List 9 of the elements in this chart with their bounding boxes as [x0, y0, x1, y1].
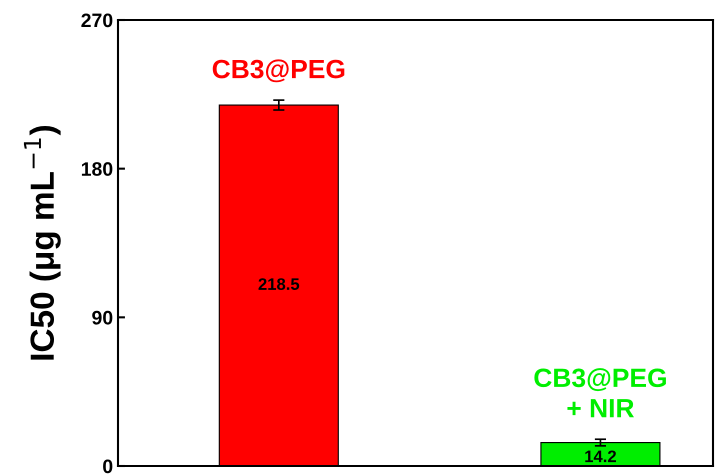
data-label: 218.5 [258, 278, 300, 290]
y-tick-label: 270 [81, 13, 112, 28]
y-tick-label: 90 [92, 310, 112, 325]
y-tick-label: 0 [103, 459, 112, 474]
x-tick-label: CB3@PEG [212, 59, 344, 82]
x-tick-label: CB3@PEG + NIR [534, 368, 666, 418]
data-label: 14.2 [585, 450, 616, 462]
y-tick-label: 180 [82, 162, 112, 176]
y-axis-title: IC50 (μg mL$^{−1}$) [24, 126, 61, 360]
